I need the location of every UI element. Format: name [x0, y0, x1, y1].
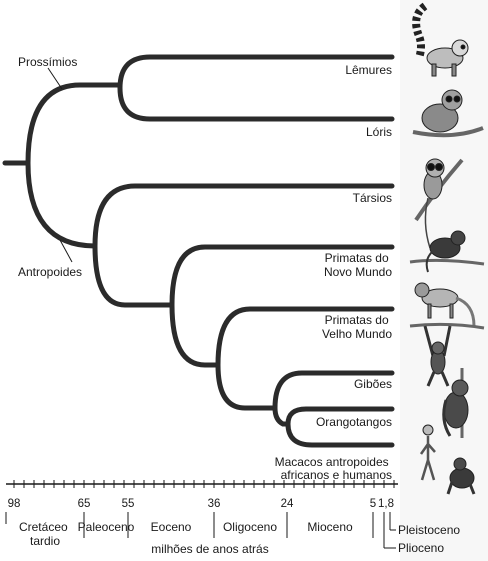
- taxon-label-tarsiers: Társios: [353, 191, 392, 205]
- branch-old-world: [215, 306, 395, 368]
- axis-ticks: [13, 480, 395, 488]
- clade-label-anthropoids-group: Antropoides: [18, 239, 82, 279]
- phylogenetic-tree: [2, 54, 395, 448]
- new-world-monkey-icon: [409, 230, 485, 273]
- anthropoids-pointer: [59, 239, 73, 263]
- period-label-pliocene: Plioceno: [398, 541, 444, 555]
- loris-icon: [412, 89, 484, 138]
- prosimians-pointer: [47, 67, 63, 90]
- tick-label-36: 36: [208, 498, 221, 510]
- branch-prosimians: [25, 82, 123, 166]
- period-label-paleocene: Paleoceno: [78, 520, 135, 534]
- branch-orangutans: [285, 406, 395, 427]
- branch-lemurs: [117, 54, 395, 91]
- animal-icons: [409, 2, 485, 495]
- taxon-label-lorises: Lóris: [366, 125, 392, 139]
- lemur-icon: [412, 2, 469, 77]
- period-label-late-cretaceous: Cretáceo tardio: [19, 520, 71, 548]
- branch-lorises: [117, 85, 395, 122]
- period-label-miocene: Mioceno: [307, 520, 353, 534]
- taxon-label-orangutans: Orangotangos: [316, 415, 392, 429]
- time-axis: 98 65 55 36 24 5 1,8 Cretáceo tardio Pal…: [5, 480, 460, 556]
- branch-apes: [215, 362, 278, 411]
- tick-label-55: 55: [122, 498, 135, 510]
- gibbon-icon: [409, 322, 485, 387]
- clade-label-prosimians-group: Prossímios: [18, 55, 77, 90]
- taxon-label-lemurs: Lêmures: [345, 63, 392, 77]
- taxon-labels: Lêmures Lóris Társios Primatas do Novo M…: [275, 63, 393, 482]
- orangutan-icon: [442, 368, 469, 438]
- tick-label-65: 65: [78, 498, 91, 510]
- period-label-oligocene: Oligoceno: [223, 520, 277, 534]
- taxon-label-new-world: Primatas do Novo Mundo: [324, 251, 392, 279]
- tick-label-5: 5: [370, 498, 376, 510]
- tick-label-24: 24: [281, 498, 294, 510]
- old-world-monkey-icon: [414, 282, 476, 327]
- branch-tarsiers: [92, 183, 395, 249]
- branch-new-world: [169, 244, 395, 308]
- clade-label-prosimians: Prossímios: [18, 55, 77, 69]
- branch-african-apes: [285, 421, 395, 448]
- branch-great-apes: [272, 405, 291, 427]
- period-dividers: [5, 512, 396, 549]
- period-label-pleistocene: Pleistoceno: [398, 523, 460, 537]
- tick-label-1-8: 1,8: [378, 498, 394, 510]
- axis-caption: milhões de anos atrás: [151, 542, 268, 556]
- animal-strip: [400, 0, 488, 561]
- human-chimpanzee-icon: [419, 424, 476, 495]
- taxon-label-old-world: Primatas do Velho Mundo: [322, 313, 392, 341]
- branch-catarrhines: [169, 302, 221, 368]
- taxon-label-african-apes: Macacos antropoides africanos e humanos: [275, 455, 392, 482]
- taxon-label-gibbons: Gibões: [354, 377, 392, 391]
- clade-label-anthropoids: Antropoides: [18, 265, 82, 279]
- branch-gibbons: [272, 370, 395, 411]
- period-label-eocene: Eoceno: [151, 520, 192, 534]
- branch-higher-anthropoids: [92, 243, 175, 308]
- tick-label-98: 98: [8, 498, 21, 510]
- tarsier-icon: [414, 158, 464, 249]
- branch-anthropoids: [25, 160, 98, 249]
